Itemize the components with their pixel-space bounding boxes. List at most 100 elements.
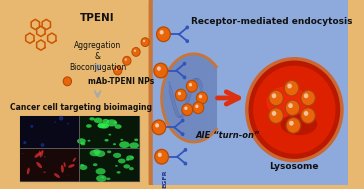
Circle shape [158, 153, 162, 157]
Ellipse shape [36, 162, 42, 168]
Circle shape [181, 119, 185, 122]
Circle shape [289, 121, 294, 126]
Circle shape [288, 103, 293, 108]
Circle shape [181, 132, 185, 136]
Circle shape [272, 111, 276, 116]
Ellipse shape [102, 119, 109, 123]
Ellipse shape [93, 163, 98, 166]
Ellipse shape [35, 152, 41, 158]
Ellipse shape [130, 156, 133, 158]
Circle shape [134, 50, 136, 52]
Circle shape [301, 108, 315, 123]
Ellipse shape [40, 150, 44, 157]
Ellipse shape [126, 159, 130, 161]
Circle shape [23, 141, 27, 144]
Circle shape [269, 90, 283, 106]
Ellipse shape [54, 173, 60, 178]
Circle shape [185, 26, 189, 29]
Polygon shape [162, 54, 216, 142]
Circle shape [41, 143, 44, 147]
Ellipse shape [93, 149, 101, 154]
Circle shape [114, 66, 122, 75]
Text: Cancer cell targeting bioimaging: Cancer cell targeting bioimaging [10, 103, 152, 112]
Circle shape [59, 116, 63, 121]
Ellipse shape [106, 177, 110, 180]
Ellipse shape [39, 152, 40, 155]
Ellipse shape [81, 142, 85, 145]
Ellipse shape [86, 124, 92, 128]
FancyBboxPatch shape [151, 0, 356, 189]
Ellipse shape [98, 122, 108, 129]
Ellipse shape [113, 143, 116, 145]
Ellipse shape [61, 165, 64, 173]
Ellipse shape [123, 164, 130, 169]
Ellipse shape [107, 150, 111, 153]
Bar [79, 116, 139, 148]
Ellipse shape [118, 159, 126, 163]
Ellipse shape [96, 168, 106, 175]
Ellipse shape [113, 153, 121, 158]
Circle shape [183, 75, 186, 79]
Ellipse shape [129, 167, 134, 170]
Circle shape [54, 121, 56, 123]
Circle shape [123, 56, 131, 65]
Circle shape [31, 125, 33, 128]
Ellipse shape [104, 139, 108, 142]
Circle shape [152, 120, 166, 135]
Ellipse shape [114, 122, 116, 123]
Ellipse shape [96, 175, 107, 182]
Ellipse shape [134, 139, 138, 141]
Text: EGFR: EGFR [162, 169, 167, 187]
Circle shape [157, 27, 170, 42]
Circle shape [269, 108, 283, 123]
Circle shape [286, 118, 301, 133]
Circle shape [195, 105, 198, 108]
Circle shape [301, 90, 315, 106]
Circle shape [155, 123, 159, 128]
Ellipse shape [87, 140, 90, 142]
Ellipse shape [39, 151, 41, 154]
Circle shape [63, 77, 71, 86]
Ellipse shape [119, 141, 130, 148]
Bar [20, 116, 79, 148]
Circle shape [175, 89, 186, 101]
Ellipse shape [101, 177, 104, 178]
Ellipse shape [27, 168, 30, 174]
Ellipse shape [73, 158, 76, 162]
Ellipse shape [106, 119, 117, 126]
Circle shape [199, 95, 202, 98]
Bar [79, 148, 139, 181]
Circle shape [178, 92, 181, 95]
Ellipse shape [44, 156, 46, 158]
Circle shape [154, 63, 167, 78]
Circle shape [186, 80, 197, 92]
Ellipse shape [129, 142, 139, 149]
Circle shape [132, 47, 140, 56]
Circle shape [287, 84, 292, 88]
Bar [20, 116, 139, 181]
Text: AIE “turn-on”: AIE “turn-on” [195, 131, 260, 140]
Ellipse shape [90, 150, 100, 156]
Ellipse shape [98, 123, 104, 128]
Ellipse shape [115, 124, 122, 129]
Circle shape [285, 100, 300, 116]
Ellipse shape [94, 118, 102, 123]
Text: TPENI: TPENI [80, 13, 115, 23]
Circle shape [304, 111, 308, 116]
Ellipse shape [281, 114, 317, 135]
Ellipse shape [90, 117, 95, 121]
Circle shape [185, 39, 189, 43]
Ellipse shape [43, 172, 46, 173]
Circle shape [183, 148, 187, 152]
Bar [20, 148, 79, 181]
Circle shape [189, 83, 192, 87]
Ellipse shape [116, 171, 120, 174]
Circle shape [284, 80, 299, 96]
Circle shape [160, 30, 164, 34]
Circle shape [304, 93, 308, 98]
Circle shape [143, 40, 145, 42]
Circle shape [272, 93, 276, 98]
Ellipse shape [68, 164, 75, 168]
Text: Receptor-mediated endocytosis: Receptor-mediated endocytosis [191, 17, 352, 26]
Text: Aggregation
&
Bioconjugation: Aggregation & Bioconjugation [69, 41, 126, 72]
